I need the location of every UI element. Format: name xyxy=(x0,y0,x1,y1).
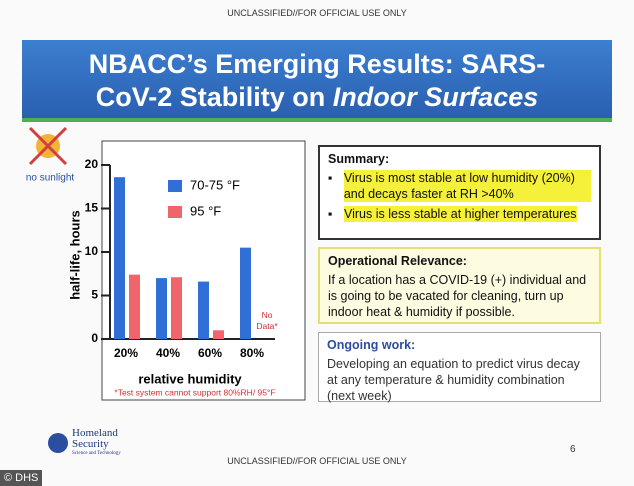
title-italic: Indoor Surfaces xyxy=(332,82,539,112)
title-line: CoV-2 Stability on Indoor Surfaces xyxy=(22,81,612,114)
bar xyxy=(171,277,182,339)
credit: © DHS xyxy=(0,470,43,486)
banner-top: UNCLASSIFIED//FOR OFFICIAL USE ONLY xyxy=(227,8,407,18)
legend-label: 95 °F xyxy=(190,203,221,218)
ongoing-box: Ongoing work: Developing an equation to … xyxy=(318,332,601,403)
title-text: CoV-2 Stability on xyxy=(95,82,333,112)
bullet-text: Virus is most stable at low humidity (20… xyxy=(343,170,591,202)
bar xyxy=(114,177,125,339)
ongoing-heading: Ongoing work: xyxy=(327,338,416,352)
operational-heading: Operational Relevance: xyxy=(328,254,467,268)
y-tick-label: 10 xyxy=(85,244,99,258)
chart-frame xyxy=(101,140,306,401)
bar xyxy=(156,278,167,339)
legend-swatch xyxy=(168,206,182,218)
footnote: *Test system cannot support 80%RH/ 95°F xyxy=(114,387,275,397)
logo: Homeland Security Science and Technology xyxy=(48,428,121,457)
logo-text: Homeland Security Science and Technology xyxy=(72,428,121,457)
legend-swatch xyxy=(168,180,182,192)
y-tick-label: 20 xyxy=(85,157,99,171)
bullet: ▪ Virus is less stable at higher temperat… xyxy=(328,206,577,222)
logo-line: Homeland xyxy=(72,427,118,439)
bar xyxy=(240,247,251,339)
title: NBACC’s Emerging Results: SARS- CoV-2 St… xyxy=(22,40,612,122)
y-tick-label: 5 xyxy=(91,288,98,302)
logo-line: Security xyxy=(72,438,109,450)
seal xyxy=(48,432,68,453)
title-line: NBACC’s Emerging Results: SARS- xyxy=(88,49,546,79)
cross xyxy=(28,126,68,166)
sun-icon: no sunlight xyxy=(26,126,75,184)
y-axis-title: half-life, hours xyxy=(67,210,82,300)
bar xyxy=(213,330,224,339)
logo-line: Science and Technology xyxy=(72,451,121,456)
banner-bottom: UNCLASSIFIED//FOR OFFICIAL USE ONLY xyxy=(227,456,407,466)
bar xyxy=(129,274,140,339)
x-tick-label: 20% xyxy=(114,346,138,360)
annotation: No Data* xyxy=(256,310,278,331)
x-axis-title: relative humidity xyxy=(138,371,242,386)
sunlight-note: no sunlight xyxy=(26,173,75,184)
bullet: ▪ Virus is most stable at low humidity (2… xyxy=(328,170,591,202)
legend-label: 70-75 °F xyxy=(190,177,240,192)
x-tick-label: 80% xyxy=(240,346,264,360)
y-tick-label: 0 xyxy=(91,331,98,345)
chart: half-life, hours relative humidity *Test… xyxy=(67,140,306,401)
x-tick-label: 40% xyxy=(156,346,180,360)
page-number: 6 xyxy=(570,444,576,455)
bullet-text: Virus is less stable at higher temperatu… xyxy=(344,206,577,222)
operational-box: Operational Relevance: If a location has… xyxy=(318,247,601,324)
operational-text: If a location has a COVID-19 (+) individ… xyxy=(328,273,587,319)
y-tick-label: 15 xyxy=(85,201,99,215)
summary-box: Summary: ▪ Virus is most stable at low hu… xyxy=(318,145,601,240)
bar xyxy=(198,281,209,339)
ongoing-text: Developing an equation to predict virus … xyxy=(327,357,580,403)
summary-heading: Summary: xyxy=(328,152,390,166)
x-tick-label: 60% xyxy=(198,346,222,360)
